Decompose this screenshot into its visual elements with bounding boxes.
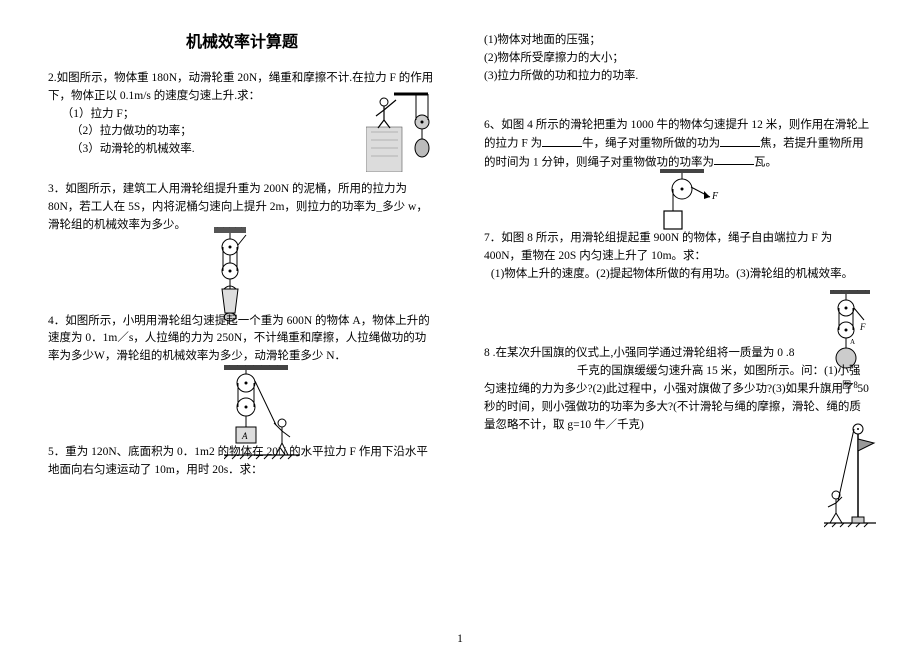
figure-3: [208, 227, 252, 323]
p5c-2: (2)物体所受摩擦力的大小；: [484, 50, 872, 68]
p5-text: 5．重为 120N、底面积为 0．1m2 的物体在 20N 的水平拉力 F 作用…: [48, 444, 436, 480]
left-column: 机械效率计算题 2.如图所示，物体重 180N，动滑轮重 20N，绳重和摩擦不计…: [48, 28, 436, 608]
page-columns: 机械效率计算题 2.如图所示，物体重 180N，动滑轮重 20N，绳重和摩擦不计…: [48, 28, 872, 608]
page-number: 1: [457, 633, 463, 645]
p5c-3: (3)拉力所做的功和拉力的功率.: [484, 68, 872, 86]
p6-post: 瓦。: [754, 156, 777, 168]
p6-mid1: 牛，绳子对重物所做的功为: [582, 138, 720, 150]
figure-2: [366, 82, 436, 172]
blank-force: [542, 135, 582, 147]
problem-5: 5．重为 120N、底面积为 0．1m2 的物体在 20N 的水平拉力 F 作用…: [48, 444, 436, 480]
p8-pre: 8 .在某次升国旗的仪式上,小强同学通过滑轮组将一质量为 0 .8: [484, 347, 795, 359]
p7-sub: (1)物体上升的速度。(2)提起物体所做的有用功。(3)滑轮组的机械效率。: [484, 266, 872, 284]
figure-6: F: [654, 169, 726, 237]
problem-5-cont: (1)物体对地面的压强； (2)物体所受摩擦力的大小； (3)拉力所做的功和拉力…: [484, 32, 872, 85]
p7-line1: 7．如图 8 所示，用滑轮组提起重 900N 的物体，绳子自由端拉力 F 为 4…: [484, 230, 872, 266]
p6-text: 6、如图 4 所示的滑轮把重为 1000 牛的物体匀速提升 12 米，则作用在滑…: [484, 117, 872, 171]
figure-8: [824, 421, 878, 531]
blank-work: [720, 135, 760, 147]
problem-7: 7．如图 8 所示，用滑轮组提起重 900N 的物体，绳子自由端拉力 F 为 4…: [484, 230, 872, 283]
p8-text: 8 .在某次升国旗的仪式上,小强同学通过滑轮组将一质量为 0 .8 千克的国旗缓…: [484, 345, 872, 434]
p4-text: 4．如图所示，小明用滑轮组匀速提起一个重为 600N 的物体 A，物体上升的速度…: [48, 313, 436, 366]
problem-8: 8 .在某次升国旗的仪式上,小强同学通过滑轮组将一质量为 0 .8 千克的国旗缓…: [484, 345, 872, 434]
svg-text:A: A: [241, 431, 248, 441]
svg-text:F: F: [711, 191, 719, 202]
problem-2: 2.如图所示，物体重 180N，动滑轮重 20N，绳重和摩擦不计.在拉力 F 的…: [48, 70, 436, 159]
p5c-1: (1)物体对地面的压强；: [484, 32, 872, 50]
blank-power: [714, 154, 754, 166]
svg-text:F: F: [859, 322, 866, 332]
problem-6: 6、如图 4 所示的滑轮把重为 1000 牛的物体匀速提升 12 米，则作用在滑…: [484, 117, 872, 171]
right-column: (1)物体对地面的压强； (2)物体所受摩擦力的大小； (3)拉力所做的功和拉力…: [484, 28, 872, 608]
page-title: 机械效率计算题: [48, 28, 436, 52]
problem-3: 3．如图所示，建筑工人用滑轮组提升重为 200N 的泥桶，所用的拉力为 80N，…: [48, 181, 436, 234]
p8-post: 千克的国旗缓缓匀速升高 15 米，如图所示。问：(1)小强匀速拉绳的力为多少?(…: [484, 365, 869, 430]
problem-4: 4．如图所示，小明用滑轮组匀速提起一个重为 600N 的物体 A，物体上升的速度…: [48, 313, 436, 366]
